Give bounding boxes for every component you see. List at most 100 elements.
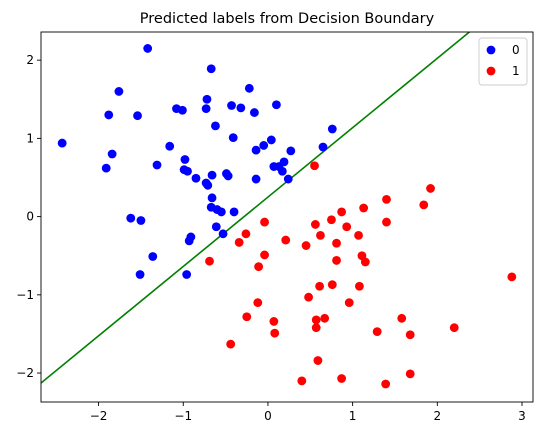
scatter-point-class-1 <box>304 292 313 302</box>
scatter-point-class-1 <box>301 241 311 250</box>
scatter-point-class-1 <box>382 194 391 204</box>
scatter-point-class-1 <box>397 313 407 323</box>
scatter-point-class-0 <box>272 100 281 110</box>
scatter-point-class-0 <box>318 142 328 152</box>
scatter-point-class-1 <box>419 200 429 210</box>
scatter-point-class-1 <box>405 369 415 379</box>
scatter-point-class-0 <box>269 162 279 171</box>
x-tick-label: 2 <box>433 409 441 423</box>
scatter-point-class-1 <box>344 298 354 308</box>
scatter-point-class-1 <box>310 220 320 229</box>
scatter-point-class-0 <box>202 94 212 104</box>
x-tick-label: 3 <box>518 409 526 423</box>
scatter-point-class-1 <box>355 281 364 291</box>
scatter-point-class-1 <box>381 379 391 389</box>
y-tick-label: −1 <box>16 288 34 302</box>
scatter-point-class-0 <box>228 133 238 143</box>
scatter-point-class-1 <box>241 229 251 239</box>
scatter-point-class-1 <box>315 281 325 291</box>
scatter-point-class-0 <box>107 149 117 159</box>
y-tick-label: 0 <box>26 210 34 224</box>
scatter-point-class-0 <box>222 169 231 178</box>
scatter-point-class-1 <box>311 323 321 333</box>
plot-area <box>41 32 533 402</box>
scatter-point-class-1 <box>360 257 370 267</box>
scatter-point-class-1 <box>234 238 244 247</box>
scatter-point-class-1 <box>260 217 269 227</box>
scatter-point-class-0 <box>216 207 226 217</box>
scatter-point-class-0 <box>201 104 211 114</box>
scatter-point-class-1 <box>382 217 391 227</box>
scatter-point-class-1 <box>337 374 347 383</box>
scatter-point-class-1 <box>281 235 291 245</box>
scatter-point-class-0 <box>183 166 192 176</box>
scatter-point-class-1 <box>332 238 341 248</box>
scatter-point-class-0 <box>249 108 259 117</box>
scatter-point-class-1 <box>507 272 517 282</box>
scatter-point-class-0 <box>126 213 136 223</box>
legend-box <box>478 37 528 86</box>
scatter-point-class-1 <box>332 256 341 265</box>
scatter-point-class-0 <box>227 101 236 110</box>
scatter-point-class-1 <box>297 376 307 386</box>
scatter-point-class-0 <box>203 180 213 190</box>
scatter-point-class-1 <box>269 317 279 326</box>
scatter-point-class-0 <box>101 163 111 173</box>
scatter-point-class-1 <box>405 330 415 340</box>
scatter-point-class-1 <box>260 250 269 260</box>
x-tick-label: −1 <box>174 409 192 423</box>
scatter-point-class-1 <box>242 312 252 322</box>
y-tick-label: 2 <box>26 53 34 67</box>
scatter-point-class-0 <box>152 160 162 170</box>
scatter-point-class-0 <box>251 145 261 155</box>
scatter-point-class-1 <box>327 215 336 225</box>
y-tick-label: 1 <box>26 131 34 145</box>
scatter-point-class-0 <box>244 83 254 93</box>
scatter-point-class-0 <box>104 110 114 120</box>
scatter-point-class-1 <box>320 313 330 323</box>
scatter-point-class-0 <box>277 166 287 176</box>
scatter-point-class-0 <box>182 270 192 279</box>
scatter-point-class-0 <box>286 146 296 156</box>
scatter-point-class-0 <box>57 138 67 148</box>
scatter-point-class-1 <box>354 230 363 240</box>
scatter-point-class-1 <box>342 222 352 232</box>
scatter-point-class-1 <box>253 298 263 308</box>
scatter-point-class-0 <box>218 229 228 239</box>
scatter-point-class-1 <box>226 339 236 349</box>
scatter-point-class-0 <box>266 135 276 145</box>
legend-label-class-0: 0 <box>512 43 520 57</box>
scatter-point-class-0 <box>136 216 146 225</box>
scatter-point-class-0 <box>251 174 261 184</box>
scatter-point-class-1 <box>205 256 214 266</box>
scatter-point-class-1 <box>426 184 435 193</box>
scatter-point-class-0 <box>148 252 158 261</box>
y-tick-label: −2 <box>16 366 34 380</box>
legend-marker-class-0 <box>486 45 496 55</box>
scatter-point-class-1 <box>372 327 382 336</box>
legend-label-class-1: 1 <box>512 64 520 78</box>
legend: 01 <box>478 37 528 86</box>
scatter-point-class-0 <box>133 111 142 121</box>
scatter-point-class-1 <box>327 280 337 290</box>
scatter-point-class-0 <box>180 155 190 164</box>
legend-marker-class-1 <box>486 66 496 76</box>
scatter-point-class-0 <box>143 44 153 53</box>
scatter-point-class-0 <box>207 193 217 203</box>
scatter-point-class-0 <box>184 236 194 246</box>
scatter-point-class-1 <box>310 161 319 171</box>
scatter-point-class-1 <box>311 315 321 325</box>
scatter-point-class-0 <box>259 141 269 150</box>
scatter-point-class-0 <box>211 222 221 232</box>
scatter-point-class-1 <box>313 356 323 365</box>
scatter-point-class-0 <box>178 105 187 115</box>
scatter-point-class-1 <box>359 203 369 213</box>
scatter-point-class-1 <box>270 328 280 338</box>
scatter-point-class-1 <box>316 230 325 240</box>
x-tick-label: 1 <box>349 409 357 423</box>
scatter-point-class-0 <box>236 103 246 113</box>
x-tick-label: 0 <box>264 409 272 423</box>
chart-title: Predicted labels from Decision Boundary <box>140 11 435 27</box>
scatter-point-class-0 <box>114 87 124 96</box>
